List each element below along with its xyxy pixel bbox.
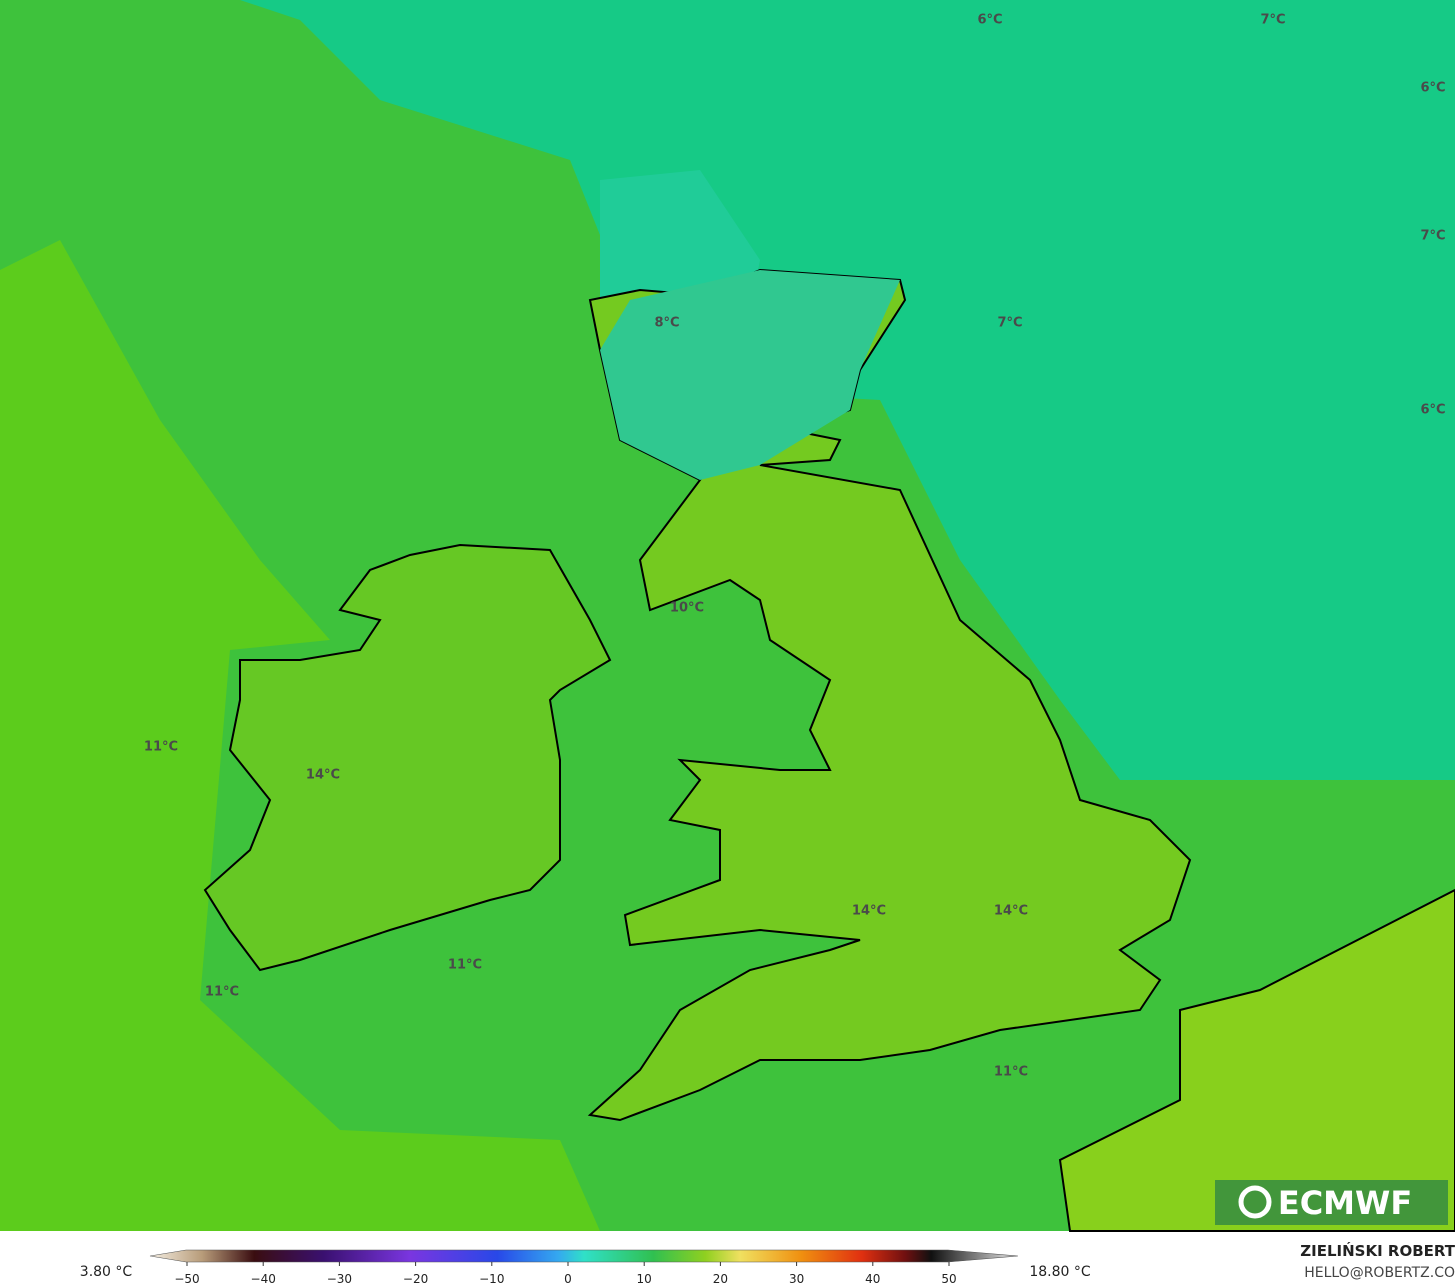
warm-zone [0, 240, 600, 1231]
colorbar: 3.80 °C 18.80 °C −50 −40 −30 −20 −10 0 10 20 30 4… [80, 1249, 1091, 1286]
contour-label: 7°C [997, 316, 1022, 331]
contour-label: 11°C [144, 740, 178, 755]
contour-label: 6°C [1420, 403, 1445, 418]
contour-label: 14°C [994, 904, 1028, 919]
colorbar-tick-label: 0 [564, 1272, 572, 1286]
ecmwf-logo: ECMWF [1215, 1180, 1448, 1225]
map [0, 0, 1455, 1232]
france [1058, 888, 1455, 1232]
colorbar-tick-label: −50 [174, 1272, 199, 1286]
colorbar-tick-label: −30 [327, 1272, 352, 1286]
scotland-cool [600, 270, 900, 480]
colorbar-tick-label: 10 [637, 1272, 652, 1286]
colorbar-tick-label: 40 [865, 1272, 880, 1286]
credit-email: HELLO@ROBERTZ.CO [1304, 1265, 1455, 1281]
ireland [203, 543, 612, 972]
contour-label: 14°C [306, 768, 340, 783]
contour-label: 11°C [994, 1065, 1028, 1080]
colorbar-tick-label: −40 [251, 1272, 276, 1286]
colorbar-tick-label: −20 [403, 1272, 428, 1286]
colorbar-tick-label: −10 [479, 1272, 504, 1286]
contour-label: 14°C [852, 904, 886, 919]
logo-text: ECMWF [1278, 1184, 1412, 1222]
max-label: 18.80 °C [1029, 1264, 1091, 1280]
colorbar-tick-label: 20 [713, 1272, 728, 1286]
contour-label: 7°C [1420, 229, 1445, 244]
colorbar-tick-label: 50 [941, 1272, 956, 1286]
contour-labels: 6°C 7°C 6°C 7°C 8°C 7°C 6°C 10°C 11°C 14°C 14°C 14°… [144, 13, 1446, 1080]
colorbar-tick-label: 30 [789, 1272, 804, 1286]
colorbar-body [149, 1249, 1019, 1263]
contour-label: 10°C [670, 601, 704, 616]
contour-label: 11°C [205, 985, 239, 1000]
contour-label: 8°C [654, 316, 679, 331]
contour-label: 11°C [448, 958, 482, 973]
contour-label: 7°C [1260, 13, 1285, 28]
contour-label: 6°C [1420, 81, 1445, 96]
great-britain [587, 268, 1192, 1122]
min-label: 3.80 °C [80, 1264, 133, 1280]
contour-label: 6°C [977, 13, 1002, 28]
credit-name: ZIELIŃSKI ROBERT [1300, 1241, 1455, 1260]
logo-icon [1238, 1185, 1272, 1219]
